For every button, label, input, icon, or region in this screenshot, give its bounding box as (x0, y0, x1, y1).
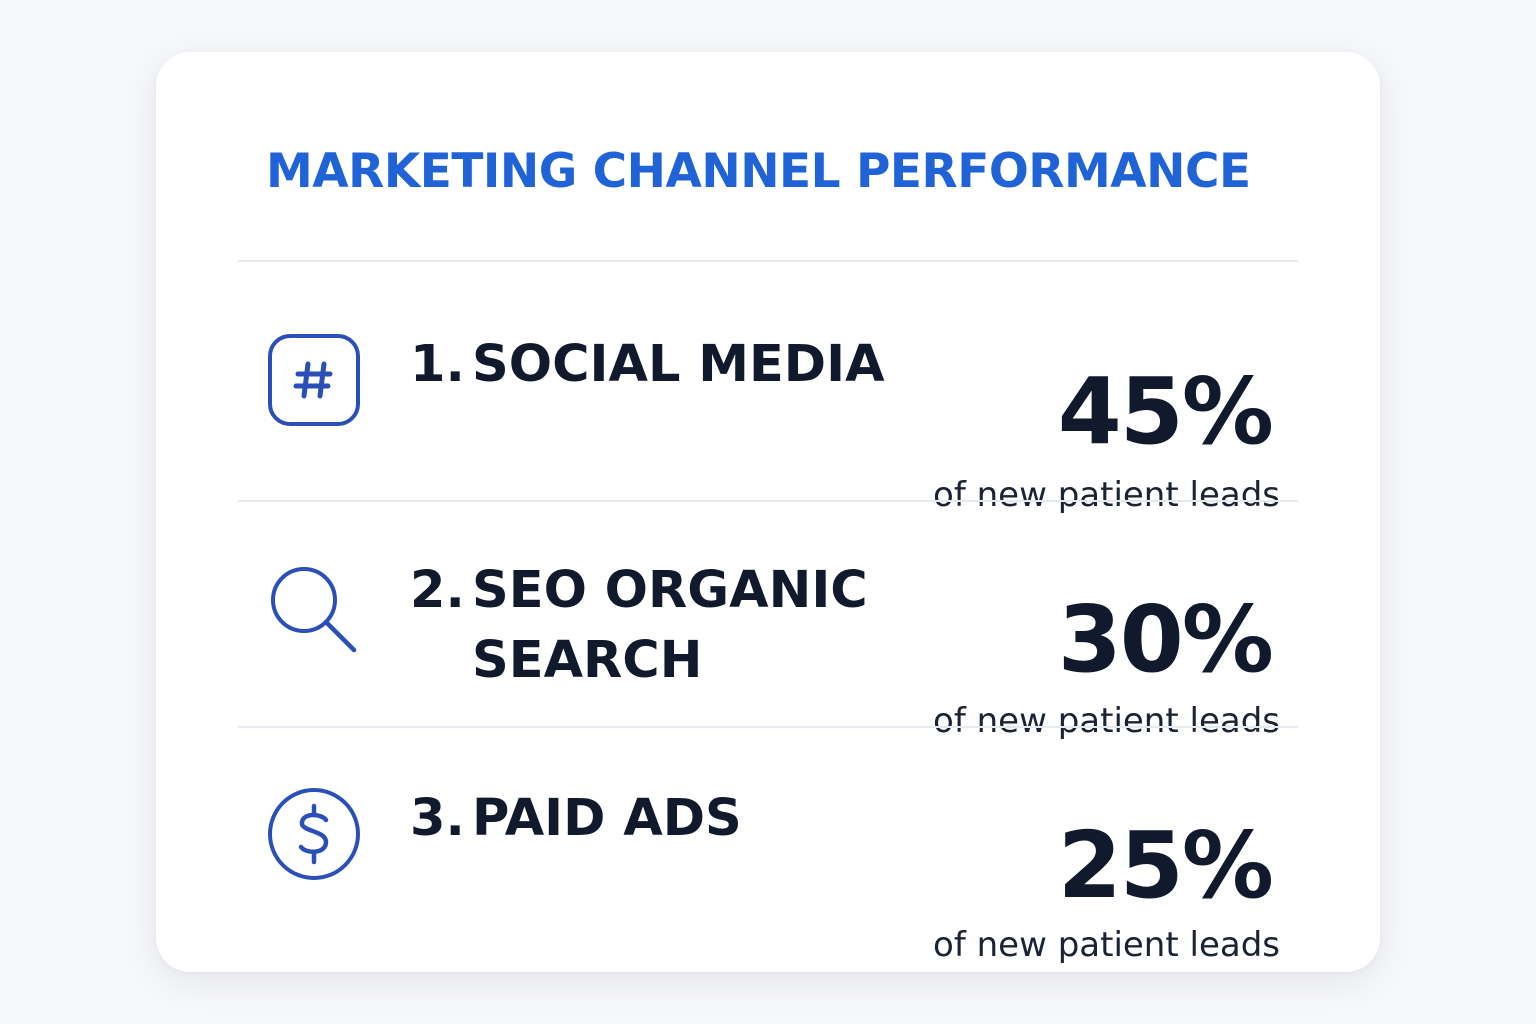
channel-rank: 3. (410, 789, 465, 848)
channel-rank: 2. (410, 561, 465, 620)
channel-caption: of new patient leads (933, 925, 1280, 965)
divider (238, 500, 1298, 502)
channel-label-line2: SEARCH (472, 631, 703, 690)
channel-performance-card: MARKETING CHANNEL PERFORMANCE 1. SOCIAL … (156, 52, 1380, 972)
channel-percent: 25% (1057, 812, 1274, 919)
channel-label: SOCIAL MEDIA (472, 335, 885, 394)
channel-percent: 45% (1057, 358, 1274, 465)
channel-caption: of new patient leads (933, 701, 1280, 741)
hashtag-icon (264, 330, 364, 430)
channel-caption: of new patient leads (933, 475, 1280, 515)
channel-label: PAID ADS (472, 789, 742, 848)
divider (238, 260, 1298, 262)
search-icon (264, 560, 364, 660)
channel-name: 3. PAID ADS (410, 784, 742, 854)
card-title: MARKETING CHANNEL PERFORMANCE (266, 144, 1251, 199)
dollar-icon (264, 784, 364, 884)
channel-rank: 1. (410, 335, 465, 394)
divider (238, 726, 1298, 728)
channel-percent: 30% (1057, 586, 1274, 693)
channel-name: 2. SEO ORGANIC SEARCH (410, 556, 868, 696)
channel-label: SEO ORGANIC (472, 561, 868, 620)
channel-name: 1. SOCIAL MEDIA (410, 330, 885, 400)
